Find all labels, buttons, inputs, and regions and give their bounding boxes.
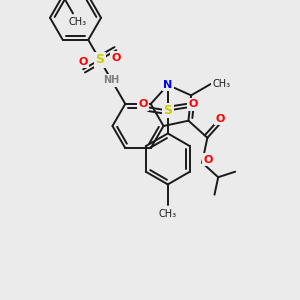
- Text: S: S: [95, 53, 104, 66]
- Text: O: O: [215, 114, 225, 124]
- Text: S: S: [163, 104, 172, 117]
- Text: CH₃: CH₃: [68, 17, 86, 28]
- Text: O: O: [79, 57, 88, 67]
- Text: O: O: [138, 100, 147, 110]
- Text: NH: NH: [103, 75, 119, 85]
- Text: CH₃: CH₃: [212, 79, 230, 89]
- Text: CH₃: CH₃: [159, 209, 177, 219]
- Text: O: O: [203, 155, 213, 165]
- Text: O: O: [188, 100, 198, 110]
- Text: O: O: [112, 53, 121, 63]
- Text: N: N: [163, 80, 172, 90]
